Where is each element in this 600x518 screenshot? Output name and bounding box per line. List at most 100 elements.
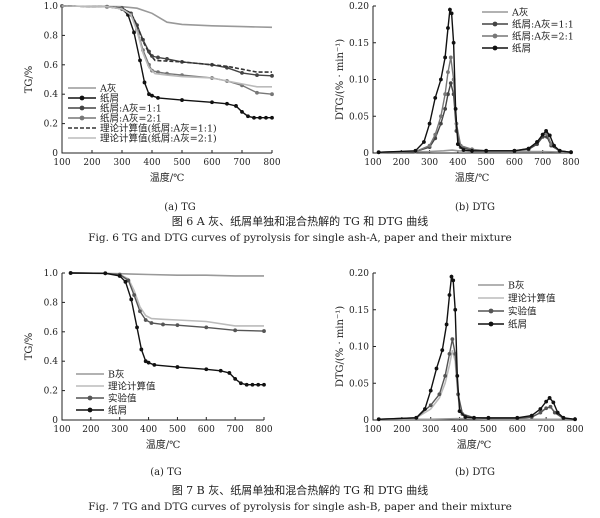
subcaption: (a) TG bbox=[164, 202, 196, 213]
fig6-caption-en: Fig. 6 TG and DTG curves of pyrolysis fo… bbox=[88, 232, 512, 244]
y-tick-label: 0.6 bbox=[44, 61, 59, 71]
data-point bbox=[470, 148, 474, 153]
x-tick-label: 700 bbox=[233, 158, 250, 168]
data-point bbox=[161, 322, 165, 327]
x-tick-label: 500 bbox=[480, 425, 497, 435]
data-point bbox=[143, 318, 148, 322]
legend-marker bbox=[488, 308, 494, 314]
y-tick-label: 0.4 bbox=[44, 357, 59, 367]
data-point bbox=[132, 30, 136, 35]
data-point bbox=[447, 351, 452, 356]
y-tick-label: 0.20 bbox=[349, 269, 369, 279]
data-point bbox=[204, 367, 209, 372]
x-axis-label: 温度/℃ bbox=[455, 171, 490, 184]
y-tick-label: 0.6 bbox=[44, 328, 59, 338]
data-point bbox=[446, 26, 450, 30]
data-point bbox=[262, 329, 266, 333]
data-point bbox=[451, 278, 456, 283]
data-point bbox=[455, 142, 460, 147]
x-tick-label: 400 bbox=[143, 158, 160, 168]
series-line bbox=[61, 5, 273, 77]
y-tick-label: 0.4 bbox=[44, 90, 59, 100]
x-tick-label: 800 bbox=[263, 158, 280, 168]
data-point bbox=[438, 121, 443, 126]
data-point bbox=[463, 415, 468, 419]
x-tick-label: 100 bbox=[53, 425, 70, 435]
x-tick-label: 300 bbox=[421, 158, 438, 168]
data-point bbox=[132, 293, 137, 297]
subcaption: (a) TG bbox=[150, 467, 182, 478]
y-axis-label: DTG/(% · min⁻¹) bbox=[335, 306, 346, 387]
data-point bbox=[446, 70, 450, 75]
y-tick-label: 0.05 bbox=[349, 112, 369, 122]
y-tick-label: 1.0 bbox=[44, 2, 59, 12]
data-point bbox=[156, 55, 160, 60]
data-point bbox=[451, 40, 456, 45]
y-tick-label: 0 bbox=[52, 416, 58, 426]
y-tick-label: 0 bbox=[52, 149, 58, 159]
series-line bbox=[61, 5, 272, 73]
x-tick-label: 600 bbox=[203, 158, 220, 168]
x-tick-label: 200 bbox=[393, 158, 410, 168]
y-tick-label: 0.05 bbox=[349, 379, 369, 389]
y-tick-label: 0.8 bbox=[44, 31, 59, 41]
data-point bbox=[484, 148, 489, 153]
data-point bbox=[139, 347, 144, 352]
data-point bbox=[438, 114, 443, 119]
data-point bbox=[544, 406, 549, 411]
x-tick-label: 800 bbox=[255, 425, 272, 435]
data-point bbox=[152, 362, 157, 367]
data-point bbox=[422, 140, 426, 144]
chart-fig6-tg: 100 200 300 400 500 600 700 800 0 0.2 0.4 0.6 0.8 1.0… bbox=[24, 2, 281, 213]
data-point bbox=[544, 129, 549, 133]
chart-fig7-dtg: 100 200 300 400 500 600 700 800 0 0.05 0.10 0.15 0.2… bbox=[335, 269, 584, 478]
data-point bbox=[515, 415, 520, 420]
x-tick-label: 600 bbox=[198, 425, 215, 435]
data-point bbox=[264, 115, 268, 120]
data-point bbox=[256, 382, 261, 387]
data-point bbox=[428, 403, 433, 408]
legend-label: A灰 bbox=[511, 7, 528, 19]
data-point bbox=[376, 150, 381, 155]
legend-label: 理论计算值(纸屑:A灰=1:1) bbox=[100, 123, 217, 135]
data-point bbox=[551, 400, 556, 405]
fig6-caption-cn: 图 6 A 灰、纸屑单独和混合热解的 TG 和 DTG 曲线 bbox=[172, 214, 429, 228]
legend-label: B灰 bbox=[108, 369, 124, 381]
fig7-caption-cn: 图 7 B 灰、纸屑单独和混合热解的 TG 和 DTG 曲线 bbox=[172, 483, 429, 497]
legend-marker bbox=[492, 21, 498, 27]
legend-marker bbox=[87, 395, 93, 401]
data-point bbox=[180, 98, 184, 102]
data-point bbox=[428, 388, 433, 393]
x-tick-label: 700 bbox=[538, 425, 555, 435]
x-tick-label: 600 bbox=[506, 158, 523, 168]
data-point bbox=[443, 107, 448, 111]
data-point bbox=[438, 77, 443, 82]
data-point bbox=[440, 348, 445, 353]
data-point bbox=[472, 415, 476, 420]
data-point bbox=[117, 274, 122, 278]
series-line bbox=[70, 272, 265, 332]
data-point bbox=[427, 121, 432, 126]
legend-label: 纸屑:A灰=1:1 bbox=[512, 19, 574, 31]
x-tick-label: 800 bbox=[562, 158, 579, 168]
data-point bbox=[447, 293, 452, 297]
series-line bbox=[61, 5, 272, 88]
data-point bbox=[557, 148, 562, 153]
data-point bbox=[448, 55, 453, 60]
x-tick-label: 100 bbox=[364, 425, 381, 435]
legend-label: 纸屑 bbox=[512, 43, 531, 55]
data-point bbox=[258, 115, 262, 120]
y-axis-label: TG/% bbox=[24, 333, 35, 361]
legend-marker bbox=[488, 321, 494, 327]
legend-label: 纸屑 bbox=[108, 405, 127, 417]
data-point bbox=[138, 309, 142, 314]
data-point bbox=[240, 70, 244, 75]
data-point bbox=[555, 410, 560, 415]
x-tick-label: 400 bbox=[140, 425, 157, 435]
x-tick-label: 200 bbox=[82, 425, 99, 435]
legend-marker bbox=[87, 407, 93, 413]
data-point bbox=[449, 11, 454, 16]
data-point bbox=[376, 417, 381, 422]
y-tick-label: 0.15 bbox=[349, 306, 369, 316]
data-point bbox=[443, 55, 448, 60]
